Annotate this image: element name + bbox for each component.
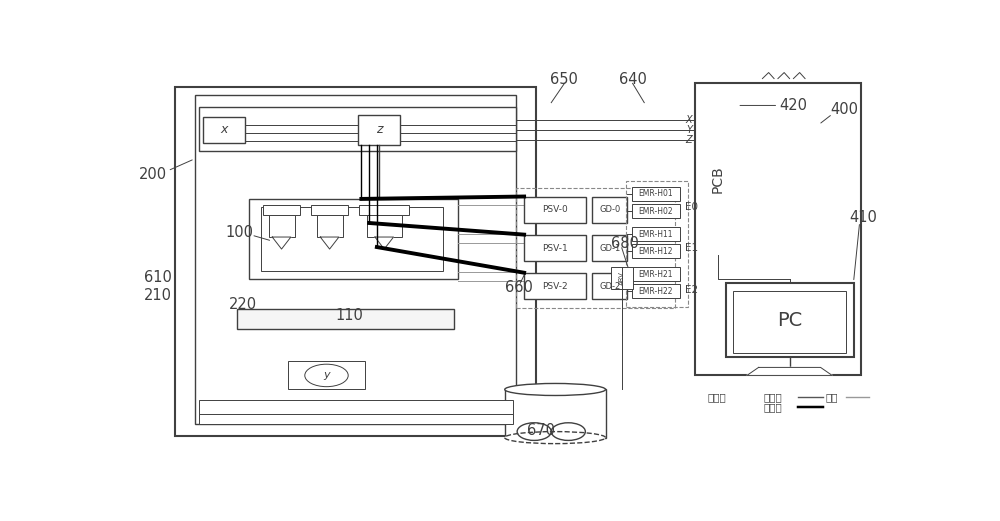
Polygon shape xyxy=(272,237,291,249)
Bar xyxy=(733,291,846,353)
Polygon shape xyxy=(375,237,394,249)
Text: EMR-H21: EMR-H21 xyxy=(639,270,673,279)
Bar xyxy=(505,390,606,438)
Bar xyxy=(359,205,409,215)
Bar xyxy=(632,244,680,258)
Text: 200: 200 xyxy=(139,167,167,182)
Text: 110: 110 xyxy=(336,308,364,322)
Text: 210: 210 xyxy=(144,288,172,303)
Text: PC: PC xyxy=(777,311,802,330)
Bar xyxy=(237,309,454,329)
Ellipse shape xyxy=(505,383,606,395)
Bar xyxy=(516,188,675,308)
Bar xyxy=(695,82,861,376)
Text: GD-0: GD-0 xyxy=(599,205,620,215)
Text: 610: 610 xyxy=(144,270,172,284)
Bar xyxy=(249,199,458,279)
Text: EMR-H22: EMR-H22 xyxy=(639,287,673,296)
Text: EMR-H01: EMR-H01 xyxy=(639,190,673,199)
Text: 400: 400 xyxy=(830,102,858,117)
Text: ARV: ARV xyxy=(619,271,625,285)
Text: GD-2: GD-2 xyxy=(599,282,620,291)
Text: 680: 680 xyxy=(611,237,639,251)
Text: EMR-H11: EMR-H11 xyxy=(639,230,673,239)
Text: x: x xyxy=(220,123,228,136)
Text: E1: E1 xyxy=(685,243,698,253)
Text: EMR-H12: EMR-H12 xyxy=(639,247,673,256)
Text: 670: 670 xyxy=(527,423,555,438)
Polygon shape xyxy=(320,237,339,249)
Bar xyxy=(263,205,300,215)
Text: Z: Z xyxy=(686,134,692,144)
Bar xyxy=(261,207,443,271)
Bar xyxy=(199,400,512,417)
Text: X: X xyxy=(686,115,692,125)
Bar xyxy=(358,115,400,145)
Bar xyxy=(367,215,402,237)
Text: 导线: 导线 xyxy=(826,392,838,403)
Polygon shape xyxy=(747,367,832,376)
Bar xyxy=(317,215,343,237)
Text: 100: 100 xyxy=(226,225,254,240)
Bar xyxy=(195,95,516,424)
Text: 410: 410 xyxy=(850,210,878,225)
Text: 660: 660 xyxy=(505,280,533,295)
Bar xyxy=(632,204,680,218)
Bar xyxy=(611,267,633,289)
Ellipse shape xyxy=(505,431,606,444)
Bar xyxy=(269,215,295,237)
Bar xyxy=(311,205,348,215)
Text: 供料管: 供料管 xyxy=(764,403,782,413)
Text: PSV-0: PSV-0 xyxy=(542,205,568,215)
Bar xyxy=(592,235,627,261)
Bar xyxy=(524,197,586,223)
Text: 220: 220 xyxy=(229,297,257,312)
Bar xyxy=(202,117,245,143)
Text: 640: 640 xyxy=(619,72,647,87)
Bar xyxy=(632,187,680,201)
Bar xyxy=(632,267,680,281)
Bar xyxy=(726,283,854,357)
Bar xyxy=(632,227,680,241)
Bar xyxy=(592,273,627,299)
Text: PSV-1: PSV-1 xyxy=(542,243,568,253)
Bar xyxy=(524,273,586,299)
Text: PCB: PCB xyxy=(711,165,725,193)
Bar xyxy=(524,235,586,261)
Bar xyxy=(175,86,536,436)
Bar xyxy=(199,107,516,151)
Text: z: z xyxy=(376,123,382,136)
Text: 导气管: 导气管 xyxy=(764,392,782,403)
Text: PSV-2: PSV-2 xyxy=(542,282,568,291)
Bar xyxy=(288,362,365,390)
Bar xyxy=(698,103,737,255)
Bar xyxy=(199,414,512,424)
Text: E2: E2 xyxy=(685,285,698,295)
Bar xyxy=(592,197,627,223)
Text: y: y xyxy=(323,370,330,380)
Text: GD-1: GD-1 xyxy=(599,243,620,253)
Text: E0: E0 xyxy=(685,202,698,212)
Bar xyxy=(632,284,680,299)
Text: EMR-H02: EMR-H02 xyxy=(639,207,673,216)
Text: Y: Y xyxy=(686,125,692,135)
Bar xyxy=(626,181,688,307)
Text: 注释：: 注释： xyxy=(708,392,727,403)
Text: 650: 650 xyxy=(550,72,578,87)
Text: 420: 420 xyxy=(779,98,807,113)
